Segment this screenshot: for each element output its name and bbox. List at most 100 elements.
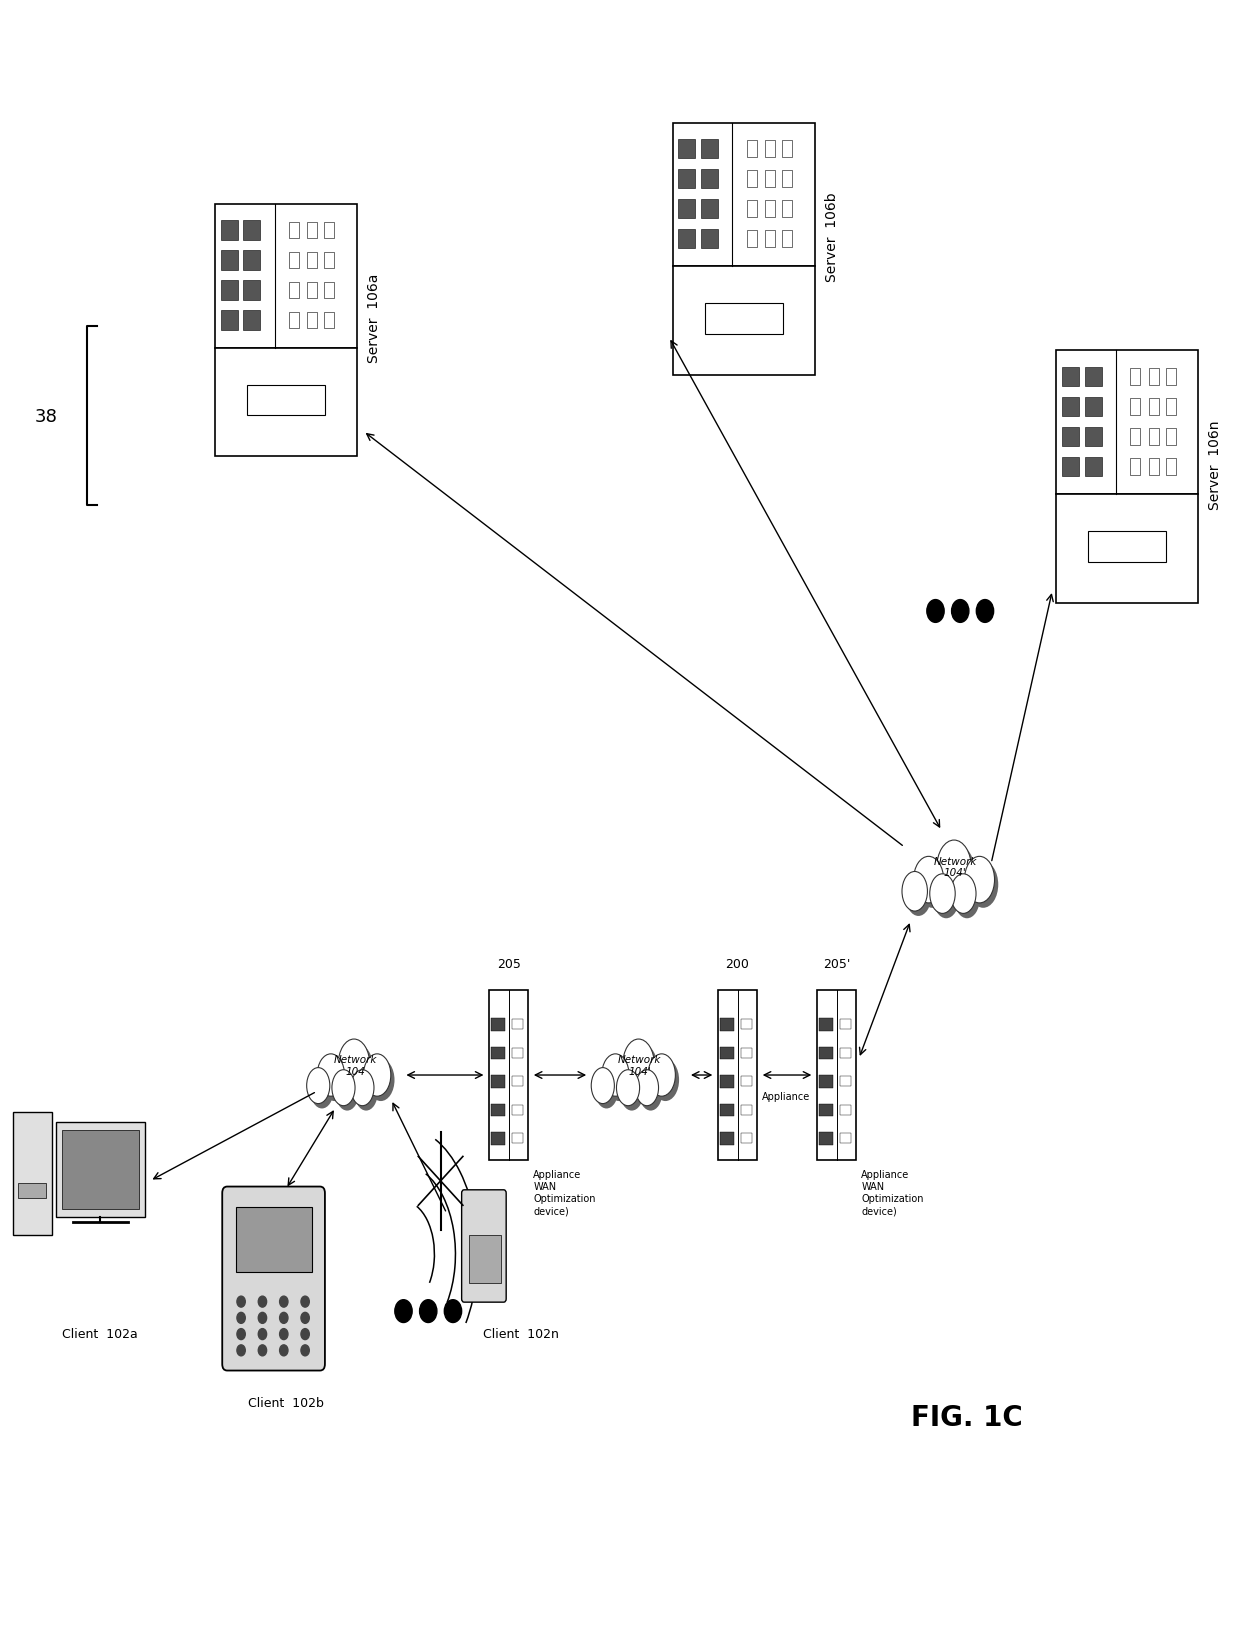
Bar (839, 1020, 851, 1030)
Bar (817, 989, 857, 1161)
Circle shape (279, 1345, 288, 1356)
Bar (782, 142, 792, 158)
Ellipse shape (649, 1055, 676, 1097)
Bar (704, 305, 782, 334)
Bar (221, 311, 238, 331)
Bar (512, 1020, 523, 1030)
Bar (308, 223, 317, 240)
Bar (308, 282, 317, 300)
Bar (740, 1020, 751, 1030)
Circle shape (237, 1296, 246, 1307)
Bar (746, 200, 756, 218)
FancyBboxPatch shape (461, 1190, 506, 1302)
Bar (469, 1236, 501, 1283)
Circle shape (301, 1312, 309, 1324)
Circle shape (258, 1345, 267, 1356)
Bar (243, 280, 260, 300)
Circle shape (279, 1296, 288, 1307)
Bar (512, 1134, 523, 1144)
Bar (289, 253, 299, 269)
Bar (56, 1123, 145, 1218)
Circle shape (394, 1299, 412, 1322)
Ellipse shape (951, 874, 976, 914)
Bar (1166, 429, 1176, 445)
Text: Network
104': Network 104' (934, 856, 977, 879)
Circle shape (237, 1312, 246, 1324)
Bar (243, 222, 260, 241)
Bar (820, 1133, 833, 1146)
Bar (701, 170, 718, 189)
Bar (308, 313, 317, 329)
Bar (1085, 368, 1101, 388)
Bar (325, 313, 335, 329)
Bar (701, 230, 718, 249)
Circle shape (926, 600, 944, 623)
Text: 205: 205 (497, 957, 521, 970)
Bar (1166, 460, 1176, 476)
Bar (678, 230, 696, 249)
Text: Server  106n: Server 106n (1208, 421, 1223, 510)
Bar (1085, 427, 1101, 447)
Bar (1148, 399, 1158, 416)
Text: Client  102b: Client 102b (248, 1395, 324, 1408)
Ellipse shape (321, 1060, 348, 1102)
Bar (820, 1019, 833, 1032)
Ellipse shape (355, 1074, 378, 1112)
Bar (1130, 460, 1140, 476)
Circle shape (301, 1345, 309, 1356)
Ellipse shape (601, 1055, 629, 1097)
Bar (491, 1046, 506, 1060)
Circle shape (258, 1312, 267, 1324)
Ellipse shape (968, 862, 998, 908)
Bar (1166, 399, 1176, 416)
Bar (765, 171, 775, 187)
Bar (1085, 398, 1101, 417)
Bar (491, 1133, 506, 1146)
Bar (746, 171, 756, 187)
Bar (672, 124, 815, 267)
Bar (1061, 398, 1079, 417)
Bar (489, 989, 528, 1161)
Bar (289, 313, 299, 329)
Circle shape (951, 600, 968, 623)
Bar (12, 1113, 52, 1236)
Bar (740, 1077, 751, 1087)
Bar (701, 140, 718, 160)
Bar (782, 231, 792, 248)
Ellipse shape (905, 877, 931, 916)
Bar (19, 1183, 46, 1198)
Circle shape (258, 1296, 267, 1307)
Text: Appliance
WAN
Optimization
device): Appliance WAN Optimization device) (533, 1169, 596, 1216)
Circle shape (237, 1345, 246, 1356)
Text: 205': 205' (823, 957, 851, 970)
Ellipse shape (936, 841, 971, 897)
Bar (678, 140, 696, 160)
Text: FIG. 1C: FIG. 1C (910, 1403, 1022, 1431)
Circle shape (279, 1328, 288, 1340)
Bar (740, 1105, 751, 1115)
Bar (1148, 429, 1158, 445)
Bar (718, 989, 758, 1161)
Bar (1130, 370, 1140, 386)
Bar (1089, 531, 1167, 562)
Bar (491, 1104, 506, 1117)
Bar (512, 1048, 523, 1058)
Bar (1056, 350, 1198, 496)
Ellipse shape (339, 1040, 370, 1090)
Ellipse shape (940, 846, 975, 901)
Circle shape (419, 1299, 436, 1322)
Bar (289, 223, 299, 240)
Bar (215, 349, 357, 456)
Bar (491, 1019, 506, 1032)
Circle shape (301, 1328, 309, 1340)
Bar (839, 1134, 851, 1144)
Bar (289, 282, 299, 300)
Bar (1056, 496, 1198, 603)
Bar (746, 231, 756, 248)
Bar (765, 200, 775, 218)
Ellipse shape (639, 1074, 662, 1112)
Text: Appliance
WAN
Optimization
device): Appliance WAN Optimization device) (862, 1169, 924, 1216)
Text: Network
104': Network 104' (618, 1055, 661, 1076)
Text: Server  106b: Server 106b (825, 192, 838, 282)
Ellipse shape (310, 1073, 334, 1108)
